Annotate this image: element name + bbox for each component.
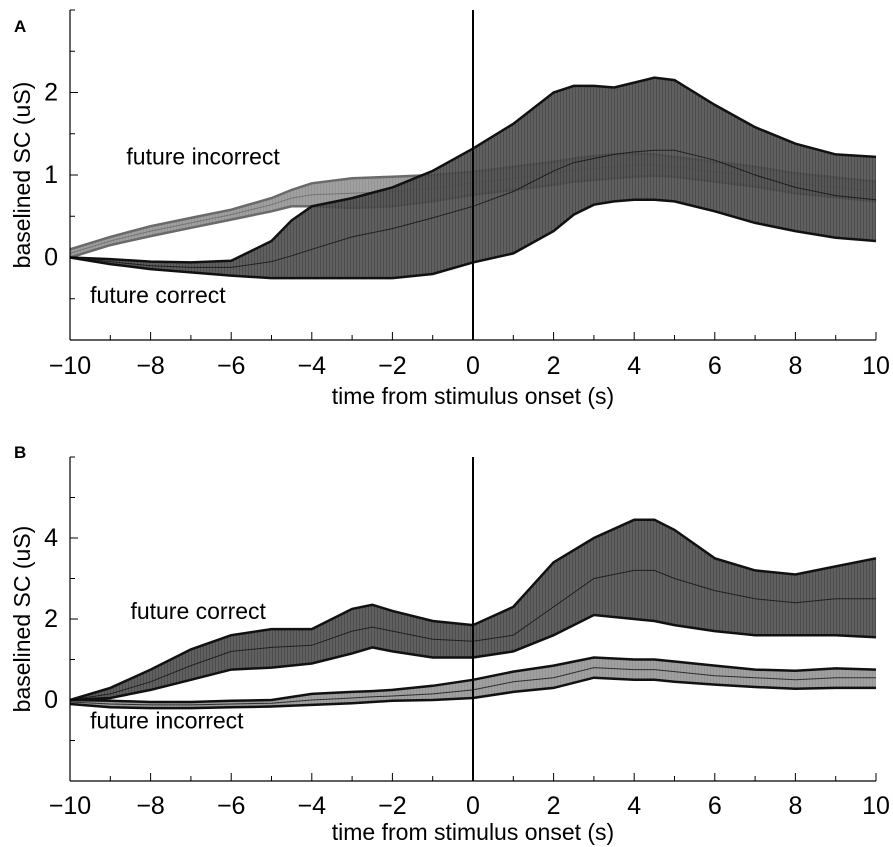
panel-a-x-tick-label: −6 (217, 352, 246, 380)
panel-b-x-tick-label: −4 (298, 792, 327, 820)
panel-a-x-tick-label: −4 (298, 352, 327, 380)
panel-b-annotation: future correct (130, 598, 266, 624)
panel-b-x-tick-label: 6 (708, 792, 722, 820)
panel-a-x-tick-label: −8 (136, 352, 165, 380)
panel-b-x-tick-label: 8 (788, 792, 802, 820)
panel-b-y-tick-label: 4 (44, 524, 58, 552)
panel-a-y-tick-label: 2 (44, 79, 58, 107)
panel-b-x-tick-label: −10 (49, 792, 91, 820)
panel-b-y-tick-label: 0 (44, 686, 58, 714)
panel-b-x-tick-label: 10 (862, 792, 890, 820)
panel-b-x-tick-label: 4 (627, 792, 641, 820)
panel-a-x-tick-label: 2 (547, 352, 561, 380)
panel-a-annotation: future correct (90, 282, 226, 308)
panel-a-x-tick-label: 6 (708, 352, 722, 380)
panel-a-annotation: future incorrect (126, 143, 280, 169)
panel-a-x-tick-label: 8 (788, 352, 802, 380)
panel-b-x-tick-label: −8 (136, 792, 165, 820)
panel-letter-b: B (14, 443, 26, 462)
panel-b-x-tick-label: −2 (378, 792, 407, 820)
panel-b-x-axis-label: time from stimulus onset (s) (332, 819, 614, 845)
panel-b-series-1-band (70, 519, 876, 700)
panel-b-annotation: future incorrect (90, 707, 244, 733)
panel-letter-a: A (14, 17, 26, 36)
panel-b-x-tick-label: −6 (217, 792, 246, 820)
panel-b-y-tick-label: 2 (44, 605, 58, 633)
panel-b-x-tick-label: 2 (547, 792, 561, 820)
panel-a-x-axis-label: time from stimulus onset (s) (332, 383, 614, 409)
panel-a-y-axis-label: baselined SC (uS) (9, 82, 35, 269)
panel-a-x-tick-label: −10 (49, 352, 91, 380)
panel-a-x-tick-label: 10 (862, 352, 890, 380)
panel-a-series-2-mean-line (69, 149, 877, 268)
panel-a-x-tick-label: 4 (627, 352, 641, 380)
panel-b-x-tick-label: 0 (466, 792, 480, 820)
panel-a-series-2-upper-line (69, 76, 877, 264)
panel-b: −10 −8 −6 −4 −2 0 2 4 6 8 10 0 2 4 time from stimulus … (9, 456, 890, 845)
panel-a-x-tick-label: −2 (378, 352, 407, 380)
panel-a-y-tick-label: 1 (44, 161, 58, 189)
panel-a-series-2-lower-line (69, 198, 877, 280)
panel-a-y-tick-label: 0 (44, 244, 58, 272)
panel-a-x-tick-label: 0 (466, 352, 480, 380)
panel-b-y-axis-label: baselined SC (uS) (9, 526, 35, 713)
panel-a: −10 −8 −6 −4 −2 0 2 4 6 8 10 0 1 2 time from stimulus … (9, 9, 890, 409)
